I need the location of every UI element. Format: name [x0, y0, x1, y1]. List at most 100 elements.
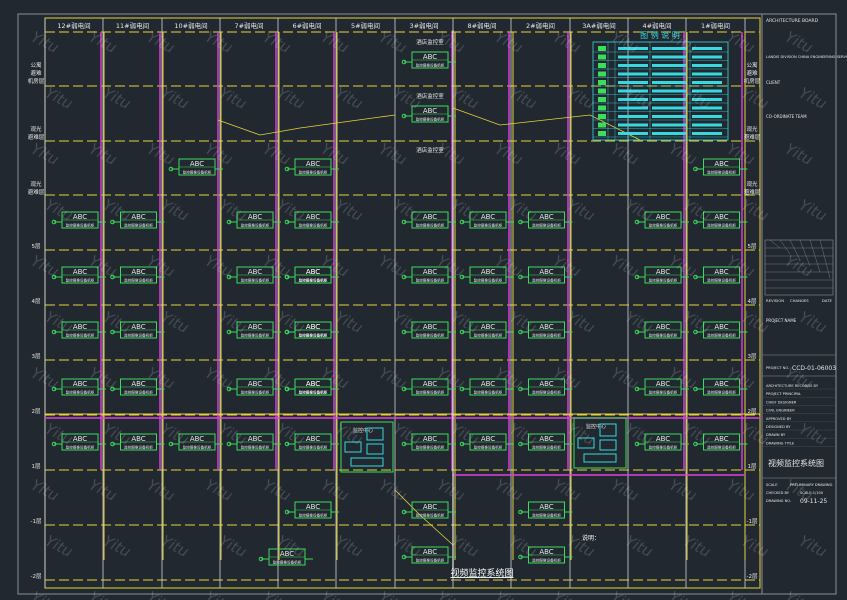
camera-icon [284, 274, 290, 280]
device-label: ABC [714, 160, 728, 168]
monitor-icon [599, 439, 617, 451]
device-sublabel: 监控摄像设备机柜 [474, 333, 503, 338]
revision-hatch [819, 239, 831, 279]
camera-icon [110, 329, 115, 335]
floor-label: 4层 [32, 298, 41, 305]
camera-icon [51, 219, 57, 225]
device-sublabel: 监控摄像设备机柜 [532, 223, 561, 228]
legend-desc-bar [692, 64, 722, 67]
camera-icon [110, 386, 115, 392]
device-box: ABC 监控摄像设备机柜 [459, 433, 514, 451]
legend-symbol [598, 88, 606, 94]
floor-label: -1层 [747, 518, 758, 525]
device-sublabel: 监控摄像设备机柜 [474, 390, 503, 395]
device-box: ABC 监控摄像设备机柜 [51, 266, 106, 284]
floor-label: 避难层 [744, 133, 761, 141]
device-label: ABC [73, 380, 87, 388]
legend-desc-bar [692, 115, 722, 118]
device-label: ABC [306, 435, 320, 443]
camera-icon [401, 509, 407, 515]
device-box: ABC 监控摄像设备机柜 [226, 378, 281, 396]
camera-icon [459, 386, 465, 392]
device-label: ABC [423, 107, 437, 115]
device-label: ABC [73, 213, 87, 221]
device-box: ABC 监控摄像设备机柜 [634, 211, 689, 229]
control-room-label: 监控中心 [353, 427, 373, 434]
device-box: ABC 监控摄像设备机柜 [284, 433, 339, 451]
device-sublabel: 监控摄像设备机柜 [124, 390, 153, 395]
device-box: ABC 监控摄像设备机柜 [226, 433, 281, 451]
column-header: 3#弱电间 [409, 21, 438, 30]
legend-symbol [598, 97, 606, 102]
camera-icon [401, 113, 407, 119]
device-box: ABC 监控摄像设备机柜 [518, 266, 573, 284]
floor-label: 公寓 [746, 61, 758, 69]
revision-table [764, 239, 834, 296]
camera-icon [518, 509, 523, 515]
device-sublabel: 监控摄像设备机柜 [649, 390, 678, 395]
camera-icon [634, 274, 640, 280]
device-sublabel: 监控摄像设备机柜 [66, 223, 95, 228]
camera-icon [518, 274, 523, 280]
column-header: 1#弱电间 [701, 21, 730, 30]
tb-info-row: DRAWN BY [766, 433, 786, 437]
device-box: ABC 监控摄像设备机柜 [226, 321, 281, 339]
legend-desc-bar [618, 81, 648, 84]
device-box: ABC 监控摄像设备机柜 [459, 266, 514, 284]
device-label: ABC [481, 213, 495, 221]
device-label: ABC [656, 380, 670, 388]
floor-label: 观光 [30, 125, 42, 133]
camera-icon [284, 441, 290, 447]
legend-symbol [598, 63, 606, 68]
floor-label: 3层 [32, 353, 41, 360]
device-label: ABC [306, 323, 320, 331]
device-box: ABC 监控摄像设备机柜 [284, 321, 339, 339]
device-box: ABC 监控摄像设备机柜 [634, 433, 689, 451]
camera-icon [634, 441, 640, 447]
camera-icon [284, 219, 290, 225]
monitor-icon [366, 443, 384, 455]
device-label: ABC [714, 435, 728, 443]
camera-icon [226, 219, 232, 225]
device-box: ABC 监控摄像设备机柜 [518, 321, 573, 339]
floor-label: -2层 [747, 573, 758, 580]
device-box: ABC 监控摄像设备机柜 [634, 321, 689, 339]
floor-label: 1层 [748, 463, 757, 470]
floor-label: 避难 [746, 69, 758, 77]
device-box: ABC 监控摄像设备机柜 [110, 433, 165, 451]
camera-icon [693, 386, 698, 392]
floor-label: 观光 [30, 180, 42, 188]
console-icon [583, 453, 617, 463]
camera-icon [401, 554, 407, 560]
device-sublabel: 监控摄像设备机柜 [66, 278, 95, 283]
control-room-label: 监控中心 [586, 423, 606, 430]
camera-icon [693, 441, 698, 447]
device-label: ABC [131, 213, 145, 221]
camera-icon [284, 329, 290, 335]
tb-team: CO-ORDINATE TEAM [766, 114, 807, 119]
tb-info-row: DRAWING TITLE [766, 441, 795, 445]
column-header: 5#弱电间 [351, 21, 380, 30]
device-label: ABC [714, 213, 728, 221]
device-sublabel: 监控摄像设备机柜 [66, 333, 95, 338]
device-sublabel: 监控摄像设备机柜 [649, 223, 678, 228]
device-box: ABC 监控摄像设备机柜 [693, 158, 748, 176]
device-label: ABC [656, 213, 670, 221]
device-label: ABC [539, 213, 553, 221]
device-label: ABC [131, 380, 145, 388]
device-box: ABC 监控摄像设备机柜 [401, 266, 456, 284]
device-sublabel: 监控摄像设备机柜 [707, 333, 736, 338]
device-label: ABC [248, 380, 262, 388]
floor-label: 避难层 [28, 188, 45, 196]
tb-project-line: LANDIS DIVISION CHINA ENGINEERING SERVIC… [766, 55, 847, 59]
legend-desc-bar [652, 89, 686, 93]
device-label: ABC [280, 550, 294, 558]
column-header: 2#弱电间 [526, 21, 555, 30]
device-sublabel: 监控摄像设备机柜 [66, 445, 95, 450]
device-box: ABC 监控摄像设备机柜 [110, 266, 165, 284]
device-sublabel: 监控摄像设备机柜 [416, 223, 445, 228]
camera-icon [693, 274, 698, 280]
device-label: ABC [656, 268, 670, 276]
tb-info-row: APPROVED BY [766, 417, 792, 421]
